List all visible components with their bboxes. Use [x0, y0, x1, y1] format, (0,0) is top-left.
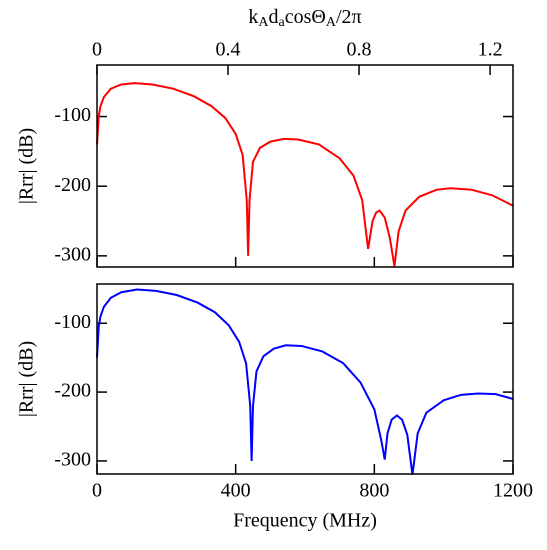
plot-frame [96, 283, 514, 475]
x2-label-part: A [326, 15, 337, 30]
plot-frame [96, 64, 514, 268]
x2-tick-label: 0.4 [216, 39, 241, 61]
line-series [96, 82, 514, 267]
x2-label-part: cosΘ [285, 6, 326, 28]
x2-tick-label: 1.2 [478, 39, 503, 61]
x-tick-label: 0 [92, 480, 102, 502]
x-axis-label: Frequency (MHz) [233, 510, 377, 532]
x2-label-part: /2π [336, 6, 362, 28]
x-tick-label: 1200 [493, 480, 533, 502]
x2-axis-label: kAdacosΘA/2π [248, 6, 361, 31]
x2-label-part: a [279, 15, 286, 30]
y-tick-label: -100 [54, 104, 91, 126]
y-tick-label: -300 [54, 449, 91, 471]
y-tick-label: -200 [54, 380, 91, 402]
y-tick-label: -300 [54, 243, 91, 265]
x2-label-part: A [258, 15, 269, 30]
line-series [96, 288, 514, 475]
y-tick-label: -100 [54, 311, 91, 333]
x2-tick-label: 0.8 [347, 39, 372, 61]
x-tick-label: 400 [221, 480, 251, 502]
y-axis-label: |Rrr| (dB) [16, 341, 38, 417]
x2-label-part: k [248, 6, 258, 28]
y-axis-label: |Rrr| (dB) [16, 128, 38, 204]
x-tick-label: 800 [359, 480, 389, 502]
x2-tick-label: 0 [92, 39, 102, 61]
x2-label-part: d [269, 6, 279, 28]
y-tick-label: -200 [54, 174, 91, 196]
